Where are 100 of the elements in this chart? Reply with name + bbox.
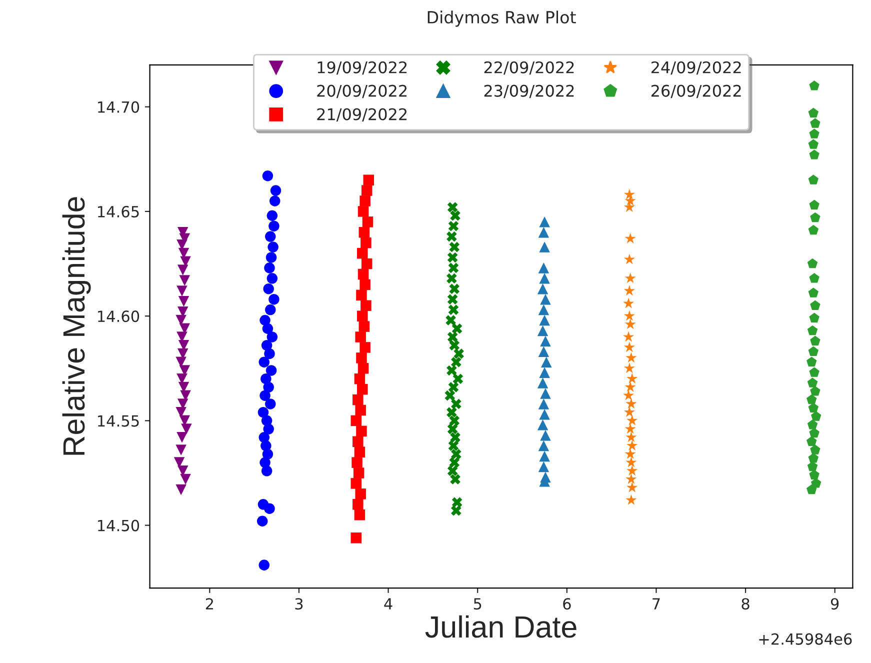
point	[806, 394, 817, 404]
point	[358, 362, 369, 374]
point	[810, 212, 820, 222]
chart-title: Didymos Raw Plot	[428, 10, 576, 27]
point	[537, 419, 548, 430]
point	[352, 436, 364, 447]
point	[451, 506, 462, 516]
point	[626, 494, 637, 505]
x-tick-label: 3	[295, 598, 303, 610]
point	[451, 356, 462, 368]
point	[809, 150, 820, 160]
point	[806, 484, 817, 494]
point	[538, 440, 550, 452]
point	[358, 226, 370, 238]
point	[626, 440, 638, 450]
point	[807, 378, 818, 388]
point	[360, 196, 370, 206]
point	[356, 290, 367, 301]
point	[810, 336, 820, 346]
point	[260, 373, 272, 384]
point	[452, 323, 462, 334]
point	[448, 440, 459, 451]
point	[447, 332, 458, 342]
text: +2.45984e6	[759, 633, 852, 645]
point	[626, 482, 638, 492]
point	[270, 185, 282, 196]
point	[357, 310, 368, 322]
point	[448, 382, 459, 392]
point	[808, 346, 819, 356]
point	[809, 312, 820, 323]
point	[447, 252, 458, 263]
y-tick-label: 14.50	[98, 520, 140, 532]
point	[269, 196, 280, 206]
point	[352, 499, 364, 510]
point	[447, 294, 458, 304]
y-axis-title: Relative Magnitude	[62, 197, 91, 455]
x-tick-label: 2	[206, 598, 213, 610]
point	[539, 216, 550, 228]
point	[268, 220, 280, 232]
point	[444, 390, 456, 401]
point	[807, 325, 818, 336]
point	[354, 373, 366, 384]
point	[624, 362, 635, 374]
point	[808, 288, 819, 298]
y-tick-label: 14.65	[98, 206, 139, 218]
legend-label: 26/09/2022	[651, 84, 741, 98]
legend-label: 21/09/2022	[317, 108, 407, 122]
point	[176, 484, 186, 496]
point	[537, 378, 548, 388]
point	[266, 252, 277, 263]
y-tick-label: 14.60	[98, 310, 140, 322]
point	[626, 456, 637, 468]
point	[180, 474, 191, 485]
point	[624, 342, 635, 352]
point	[806, 356, 817, 366]
point	[264, 348, 275, 360]
x-axis-title: Julian Date	[425, 615, 576, 638]
point	[361, 258, 372, 270]
y-tick-label: 14.55	[98, 415, 139, 427]
point	[537, 283, 548, 294]
point	[539, 242, 550, 252]
point	[261, 466, 272, 476]
point	[260, 390, 270, 401]
point	[539, 367, 550, 378]
point	[446, 273, 457, 284]
point	[260, 314, 270, 326]
x-tick-label: 7	[652, 598, 660, 610]
legend-label: 19/09/2022	[318, 61, 407, 75]
point	[178, 296, 190, 307]
point	[268, 294, 280, 305]
point	[539, 314, 550, 326]
point	[807, 419, 818, 430]
point	[624, 406, 635, 418]
x-tick-label: 9	[830, 598, 839, 610]
point	[624, 381, 636, 392]
point	[354, 509, 366, 520]
x-tick-label: 5	[474, 598, 482, 610]
point	[266, 332, 278, 342]
point	[808, 174, 819, 184]
point	[448, 304, 459, 315]
point	[807, 258, 818, 268]
point	[350, 478, 362, 489]
point	[447, 466, 458, 476]
point	[177, 264, 188, 276]
legend-label: 20/09/2022	[317, 84, 407, 98]
point	[808, 224, 819, 235]
point	[810, 478, 822, 488]
point	[176, 286, 188, 296]
point	[623, 390, 634, 400]
point	[624, 448, 636, 459]
point	[623, 331, 634, 342]
point	[450, 210, 460, 221]
point	[623, 298, 634, 308]
point	[264, 262, 275, 274]
point	[809, 428, 820, 438]
point	[360, 342, 370, 353]
point	[266, 210, 278, 222]
point	[808, 108, 819, 118]
point	[451, 398, 462, 410]
point	[447, 424, 458, 434]
